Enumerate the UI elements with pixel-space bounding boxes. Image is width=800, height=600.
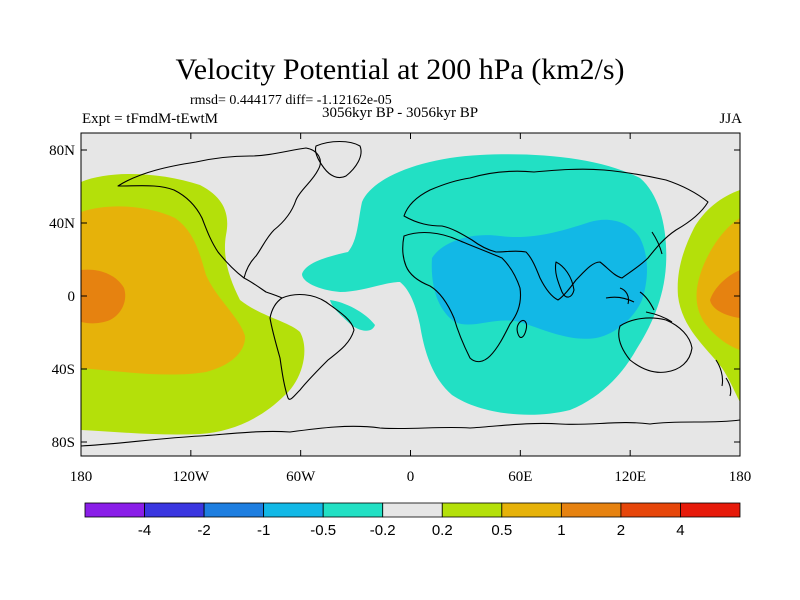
colorbar-label: 1	[557, 522, 565, 539]
colorbar-swatch	[84, 502, 145, 518]
coast-central-america	[243, 277, 283, 299]
colorbar-swatch	[620, 502, 681, 518]
coast-australia	[618, 317, 693, 373]
positive-anomaly-west-core	[81, 269, 126, 324]
x-tick-label: 60W	[286, 469, 316, 485]
colorbar-swatch	[501, 502, 562, 518]
negative-anomaly-tongue	[330, 300, 375, 331]
x-tick-label: 180	[70, 469, 93, 485]
stats-label: rmsd= 0.444177 diff= -1.12162e-05	[190, 93, 392, 108]
coast-new-zealand	[715, 359, 732, 397]
positive-anomaly-east-mid	[696, 218, 740, 350]
colorbar-swatch	[382, 502, 443, 518]
colorbar-label: 2	[617, 522, 625, 539]
contour-fill-layer	[81, 154, 740, 435]
colorbar-swatch	[322, 502, 384, 518]
colorbar-label: 0.5	[491, 522, 512, 539]
x-tick-label: 120W	[172, 469, 210, 485]
coast-africa	[402, 231, 522, 363]
y-tick-label: 40S	[52, 362, 75, 378]
colorbar-labels: -4 -2 -1 -0.5 -0.2 0.2 0.5 1 2 4	[138, 522, 685, 539]
positive-anomaly-east-core	[710, 270, 740, 318]
coast-antarctica	[81, 419, 740, 447]
period-label: 3056kyr BP - 3056kyr BP	[322, 105, 479, 121]
coast-indonesia	[605, 287, 673, 323]
x-tick-label: 0	[407, 469, 415, 485]
x-tick-label: 60E	[508, 469, 532, 485]
colorbar-label: -1	[257, 522, 270, 539]
coast-madagascar	[516, 319, 528, 339]
coast-eurasia	[403, 168, 709, 301]
colorbar-label: 0.2	[432, 522, 453, 539]
colorbar-swatch	[560, 502, 622, 518]
colorbar-swatch	[144, 502, 205, 518]
coastlines	[81, 140, 740, 447]
coast-south-america	[269, 293, 355, 400]
y-tick-label: 80S	[52, 435, 75, 451]
y-tick-label: 0	[68, 289, 76, 305]
coast-greenland	[314, 140, 362, 179]
positive-anomaly-west-mid	[81, 206, 246, 375]
experiment-label: Expt = tFmdM-tEwtM	[82, 111, 218, 127]
colorbar-swatch	[203, 502, 265, 518]
colorbar-swatch	[263, 502, 324, 518]
axis-ticks	[80, 133, 741, 456]
colorbar	[84, 502, 741, 518]
colorbar-label: -2	[197, 522, 210, 539]
colorbar-label: 4	[676, 522, 684, 539]
map-title: Velocity Potential at 200 hPa (km2/s)	[175, 53, 625, 86]
x-tick-label: 180	[729, 469, 752, 485]
coast-japan	[651, 231, 663, 255]
y-tick-label: 80N	[49, 143, 75, 159]
season-label: JJA	[719, 111, 742, 127]
colorbar-label: -0.2	[370, 522, 396, 539]
colorbar-swatch	[441, 502, 503, 518]
coast-north-america	[117, 147, 321, 279]
coast-india	[554, 261, 575, 298]
negative-anomaly-core	[431, 219, 647, 339]
colorbar-label: -4	[138, 522, 151, 539]
y-tick-label: 40N	[49, 216, 75, 232]
colorbar-label: -0.5	[310, 522, 336, 539]
colorbar-swatch	[680, 502, 741, 518]
x-tick-label: 120E	[614, 469, 646, 485]
